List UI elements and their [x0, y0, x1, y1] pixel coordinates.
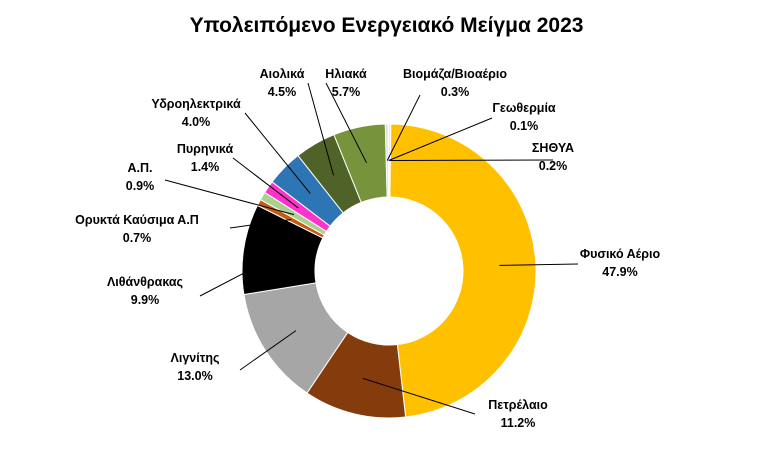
- slice-name: Αιολικά: [260, 67, 305, 81]
- slice-percent: 1.4%: [191, 160, 220, 174]
- slice-percent: 0.7%: [123, 231, 152, 245]
- slice-name: Φυσικό Αέριο: [580, 247, 661, 261]
- slice-percent: 0.9%: [126, 179, 155, 193]
- data-label-13: Γεωθερμία 0.1%: [492, 101, 556, 133]
- slice-name: Λιγνίτης: [171, 351, 220, 365]
- data-label-9: Υδροηλεκτρικά 4.0%: [151, 97, 241, 129]
- chart-slices: [241, 123, 537, 419]
- slice-percent: 0.3%: [441, 85, 470, 99]
- slice-percent: 4.5%: [268, 85, 297, 99]
- leader-line-9: [244, 112, 311, 194]
- data-label-3: Πετρέλαιο 11.2%: [488, 398, 548, 430]
- slice-percent: 0.1%: [510, 119, 539, 133]
- chart-title: Υπολειπόμενο Ενεργειακό Μείγμα 2023: [189, 14, 584, 37]
- data-label-4: Λιγνίτης 13.0%: [171, 351, 220, 383]
- slice-percent: 13.0%: [177, 369, 212, 383]
- chart-leader-lines: [164, 82, 579, 415]
- slice-name: Πυρηνικά: [177, 142, 234, 156]
- slice-2: [389, 123, 537, 418]
- leader-line-1: [389, 159, 554, 162]
- slice-13: [387, 123, 390, 198]
- slice-percent: 11.2%: [501, 416, 536, 430]
- data-label-7: Α.Π. 0.9%: [126, 161, 155, 193]
- slice-name: Γεωθερμία: [492, 101, 556, 115]
- data-label-10: Αιολικά 4.5%: [260, 67, 305, 99]
- data-label-2: Φυσικό Αέριο 47.9%: [580, 247, 661, 279]
- leader-line-6: [229, 219, 292, 229]
- leader-line-8: [232, 157, 299, 209]
- leader-line-13: [388, 117, 493, 161]
- slice-name: Ηλιακά: [325, 67, 367, 81]
- data-label-1: ΣΗΘΥΑ 0.2%: [532, 141, 574, 173]
- leader-line-11: [325, 82, 367, 164]
- slice-name: Πετρέλαιο: [488, 398, 548, 412]
- leader-line-4: [239, 330, 297, 371]
- slice-percent: 47.9%: [602, 265, 637, 279]
- leader-line-7: [164, 179, 295, 216]
- leader-line-12: [386, 94, 421, 161]
- data-label-11: Ηλιακά 5.7%: [325, 67, 367, 99]
- slice-percent: 9.9%: [131, 293, 160, 307]
- slice-percent: 5.7%: [332, 85, 361, 99]
- data-label-6: Ορυκτά Καύσιμα Α.Π 0.7%: [75, 213, 199, 245]
- slice-percent: 4.0%: [182, 115, 211, 129]
- data-label-8: Πυρηνικά 1.4%: [177, 142, 234, 174]
- leader-line-3: [362, 377, 476, 415]
- slice-name: Α.Π.: [128, 161, 153, 175]
- slice-name: Υδροηλεκτρικά: [151, 97, 241, 111]
- chart-data-labels: ΣΗΘΥΑ 0.2% Φυσικό Αέριο 47.9% Πετρέλαιο 11.2%…: [75, 67, 660, 430]
- leader-line-10: [307, 82, 335, 176]
- slice-name: Βιομάζα/Βιοαέριο: [403, 67, 507, 81]
- slice-name: Λιθάνθρακας: [107, 275, 183, 289]
- slice-name: Ορυκτά Καύσιμα Α.Π: [75, 213, 199, 227]
- leader-line-2: [499, 263, 579, 266]
- slice-name: ΣΗΘΥΑ: [532, 141, 574, 155]
- data-label-12: Βιομάζα/Βιοαέριο 0.3%: [403, 67, 507, 99]
- slice-percent: 0.2%: [539, 159, 568, 173]
- leader-line-5: [199, 253, 280, 297]
- data-label-5: Λιθάνθρακας 9.9%: [107, 275, 183, 307]
